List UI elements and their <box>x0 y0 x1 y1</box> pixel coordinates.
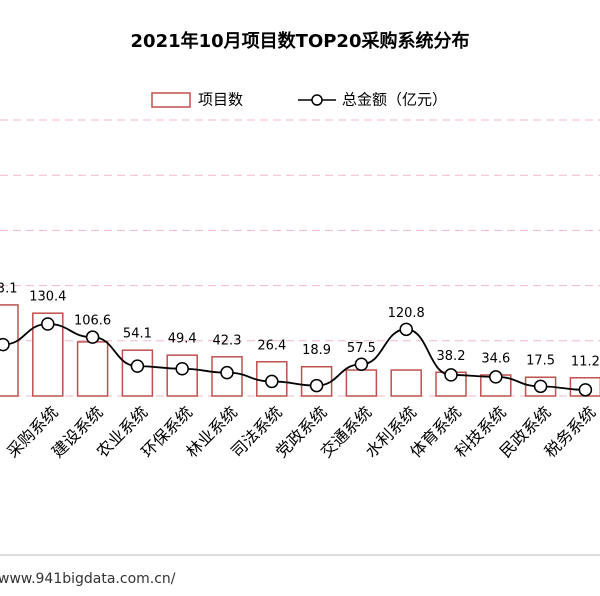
line-marker <box>399 322 413 337</box>
chart-title: 2021年10月项目数TOP20采购系统分布 <box>131 30 470 52</box>
legend-marker <box>311 94 323 106</box>
bar <box>390 369 422 397</box>
legend-label: 总金额（亿元） <box>342 91 447 109</box>
data-label: 34.6 <box>481 352 510 367</box>
bar <box>166 354 198 397</box>
legend-bar-swatch <box>151 92 191 108</box>
line-marker <box>265 374 279 389</box>
bar <box>76 341 109 397</box>
line-marker <box>85 330 100 344</box>
data-label: 38.2 <box>437 349 466 364</box>
data-label: 42.3 <box>213 333 242 348</box>
data-label: 11.2 <box>571 354 600 369</box>
line-marker <box>309 378 324 393</box>
data-label: 49.4 <box>168 332 197 347</box>
data-label: 106.6 <box>74 314 111 329</box>
data-label: 18.9 <box>302 343 331 358</box>
legend-label: 项目数 <box>198 91 243 109</box>
data-label: 54.1 <box>123 327 152 342</box>
data-label: 130.4 <box>29 290 66 305</box>
data-label: 93.1 <box>0 281 17 296</box>
bar <box>121 349 154 397</box>
line-marker <box>220 365 234 380</box>
line-marker <box>0 337 10 352</box>
data-label: 120.8 <box>388 306 425 321</box>
source: www.941bigdata.com.cn/ <box>0 571 176 587</box>
bar <box>345 369 378 397</box>
line-marker <box>578 383 593 397</box>
line-marker <box>130 359 145 373</box>
data-label: 17.5 <box>526 354 555 369</box>
data-label: 57.5 <box>347 341 376 356</box>
line-marker <box>533 379 548 394</box>
line-marker <box>41 317 55 331</box>
line-marker <box>354 357 369 372</box>
line-marker <box>489 370 503 384</box>
line-marker <box>444 368 458 382</box>
line-marker <box>175 361 189 376</box>
bar <box>0 304 19 397</box>
data-label: 26.4 <box>257 338 286 353</box>
